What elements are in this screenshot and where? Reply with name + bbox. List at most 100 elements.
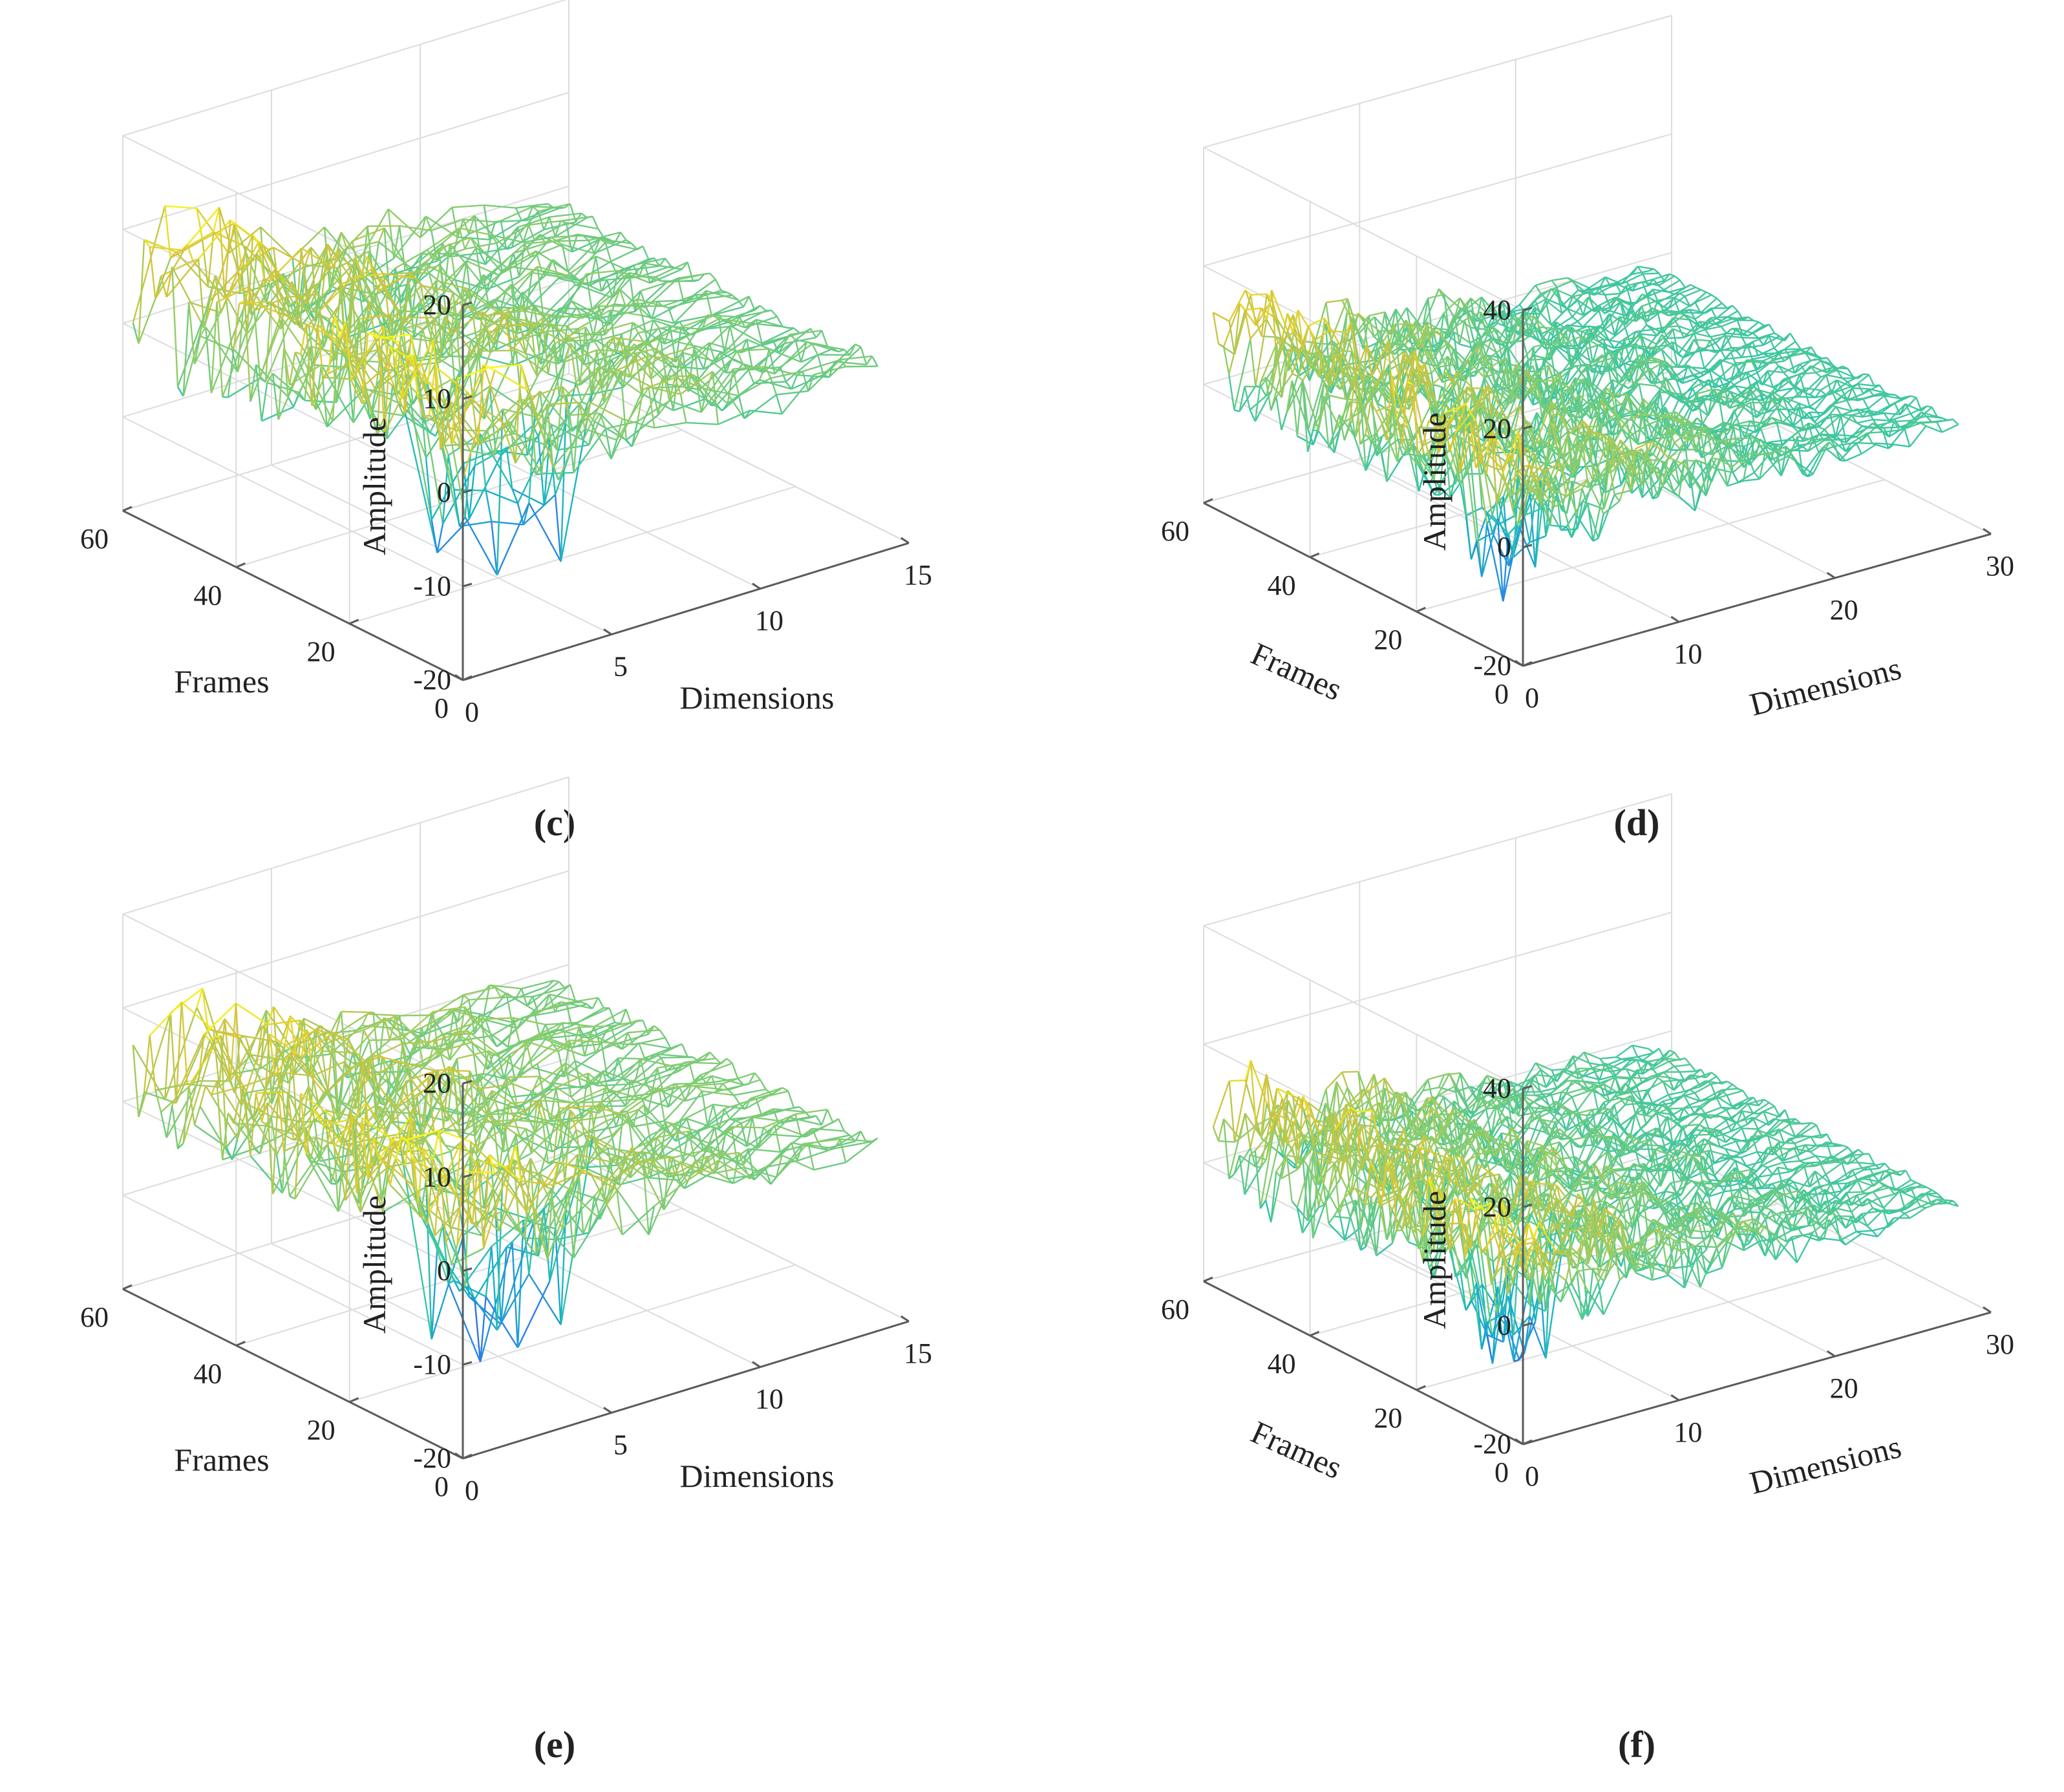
mesh-edge [1725,352,1732,360]
mesh-edge [1656,328,1674,345]
mesh-edge [1493,407,1500,417]
mesh-edge [1438,288,1445,295]
mesh-edge [1778,365,1795,374]
mesh-edge [1476,405,1484,434]
mesh-edge [1334,353,1341,356]
mesh-edge [454,301,462,372]
mesh-edge [641,356,648,394]
mesh-edge [700,368,734,413]
mesh-edge [522,494,556,526]
mesh-edge [1292,314,1299,354]
mesh-edge [321,244,329,297]
mesh-edge [1663,279,1681,291]
mesh-edge [1487,385,1505,415]
mesh-edge [395,359,403,400]
mesh-edge [1730,363,1737,383]
mesh-edge [1649,416,1655,421]
mesh-edge [220,300,228,314]
mesh-edge [1484,355,1491,365]
mesh-edge [1737,319,1754,321]
mesh-edge [1281,351,1288,398]
mesh-edge [1661,327,1668,339]
mesh-edge [533,233,541,240]
mesh-edge [1671,367,1678,382]
mesh-edge [1354,376,1372,444]
mesh-edge [646,356,654,388]
mesh-edge [1767,359,1774,365]
mesh-edge [1638,383,1646,411]
mesh-edge [1600,399,1617,418]
mesh-edge [564,203,571,209]
mesh-edge [489,385,522,409]
mesh-edge [1784,332,1791,341]
mesh-edge [1548,365,1555,383]
mesh-edge [1592,325,1600,337]
mesh-edge [1825,389,1832,396]
mesh-edge [1436,330,1443,338]
mesh-edge [1286,380,1293,413]
mesh-edge [1597,338,1604,343]
mesh-edge [1260,386,1267,397]
mesh-edge [1612,367,1630,393]
mesh-edge [317,323,350,357]
mesh-edge [1637,281,1643,284]
mesh-edge [1729,390,1747,400]
mesh-edge [1499,401,1506,411]
mesh-edge [1323,317,1331,331]
mesh-edge [393,226,401,259]
mesh-edge [1389,330,1396,351]
mesh-edge [323,372,330,378]
mesh-edge [714,279,722,291]
mesh-edge [580,285,613,299]
mesh-edge [295,248,303,325]
mesh-edge [1388,324,1396,344]
mesh-edge [1407,363,1426,424]
mesh-edge [1380,421,1398,462]
mesh-edge [1537,378,1544,408]
mesh-edge [1657,296,1674,301]
mesh-edge [765,309,772,312]
mesh-edge [480,356,513,367]
mesh-edge [1845,453,1862,462]
mesh-edge [495,220,501,223]
mesh-edge [683,279,716,303]
mesh-edge [485,489,518,504]
mesh-edge [668,377,676,401]
mesh-edge [663,294,696,307]
mesh-edge [1668,312,1674,317]
mesh-edge [1690,284,1696,288]
mesh-edge [1716,323,1722,328]
mesh-edge [218,207,226,299]
mesh-edge [1755,413,1762,418]
mesh-edge [1590,401,1597,412]
mesh-edge [356,363,389,393]
mesh-edge [1545,300,1552,325]
mesh-edge [622,418,655,429]
mesh-edge [1496,329,1503,358]
mesh-edge [1535,284,1542,294]
mesh-edge [1667,337,1684,339]
mesh-edge [1809,394,1816,398]
mesh-edge [1323,383,1330,396]
mesh-edge [434,365,467,392]
mesh-edge [1429,372,1447,387]
mesh-edge [1318,352,1325,375]
mesh-edge [619,231,627,241]
mesh-edge [196,208,229,254]
mesh-edge [1717,440,1723,442]
mesh-edge [566,395,573,432]
mesh-edge [425,216,432,231]
mesh-edge [1687,365,1694,376]
mesh-edge [577,425,584,441]
mesh-edge [732,368,740,396]
mesh-edge [499,292,507,312]
mesh-edge [534,222,567,241]
mesh-edge [1505,357,1513,400]
mesh-edge [575,341,609,383]
mesh-edge [1646,324,1653,330]
mesh-edge [1376,371,1383,389]
mesh-edge [612,262,645,299]
mesh-edge [569,343,577,383]
mesh-edge [425,457,432,520]
mesh-edge [630,298,637,307]
